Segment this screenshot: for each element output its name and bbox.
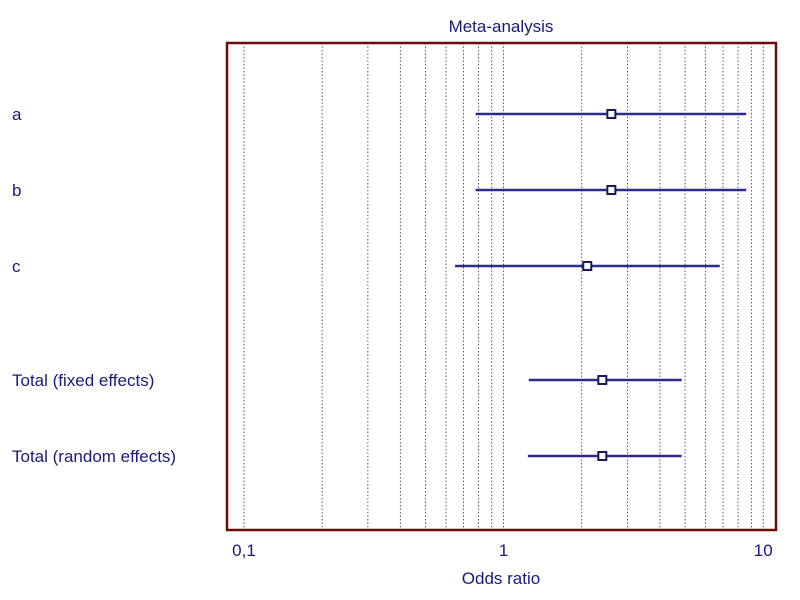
point-estimate — [597, 451, 608, 461]
study-label: a — [12, 105, 22, 124]
grid-lines — [243, 43, 764, 530]
study-label: c — [12, 257, 21, 276]
point-estimate — [606, 185, 617, 195]
point-estimate — [597, 375, 608, 385]
x-axis-label: Odds ratio — [462, 569, 540, 588]
point-estimate — [582, 261, 593, 271]
x-tick-label: 0,1 — [232, 541, 256, 560]
point-estimate — [606, 109, 617, 119]
chart-title: Meta-analysis — [449, 17, 554, 36]
study-label: b — [12, 181, 21, 200]
x-axis-ticks: 0,1 1 10 — [232, 541, 772, 560]
plot-frame — [225, 41, 778, 532]
study-rows: a b c Total (fixed effects) Total (random ef… — [12, 105, 747, 466]
study-label: Total (random effects) — [12, 447, 176, 466]
x-tick-label: 10 — [754, 541, 773, 560]
study-label: Total (fixed effects) — [12, 371, 154, 390]
x-tick-label: 1 — [499, 541, 508, 560]
